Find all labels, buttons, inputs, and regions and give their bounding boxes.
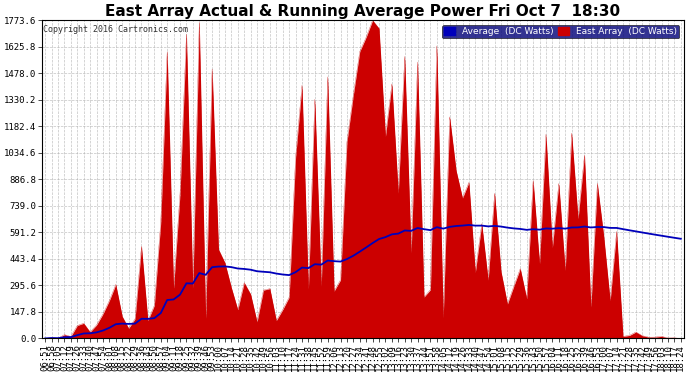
Title: East Array Actual & Running Average Power Fri Oct 7  18:30: East Array Actual & Running Average Powe… <box>106 4 620 19</box>
Text: Copyright 2016 Cartronics.com: Copyright 2016 Cartronics.com <box>43 25 188 34</box>
Legend: Average  (DC Watts), East Array  (DC Watts): Average (DC Watts), East Array (DC Watts… <box>442 25 680 39</box>
